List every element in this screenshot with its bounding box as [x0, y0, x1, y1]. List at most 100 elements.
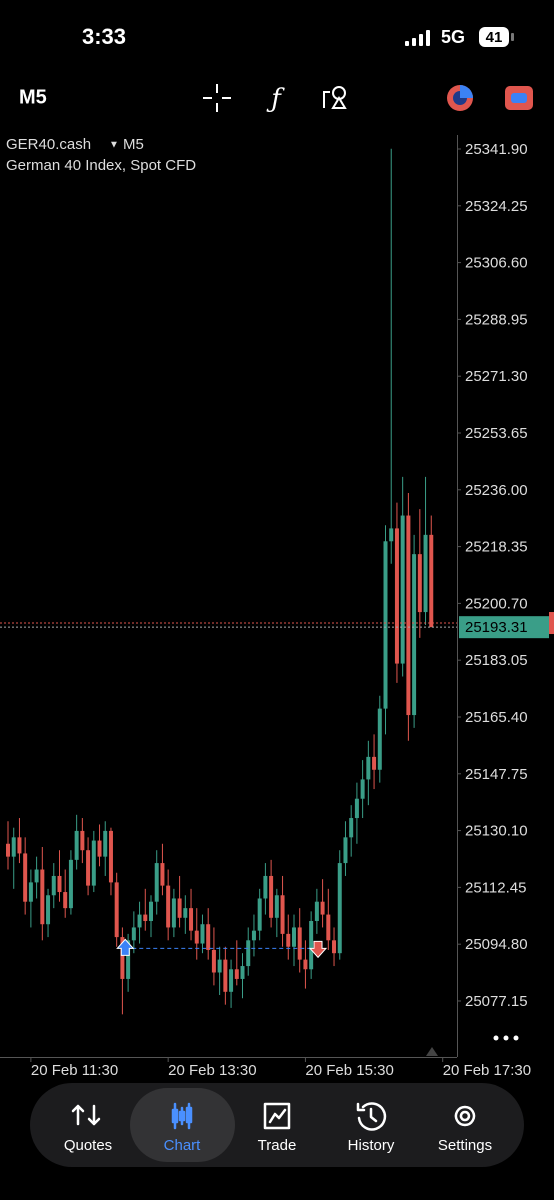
chart-description: German 40 Index, Spot CFD — [6, 157, 196, 174]
candle-body — [183, 908, 188, 918]
candle-body — [6, 843, 11, 857]
nav-bar — [30, 1083, 524, 1167]
candle-body — [103, 830, 108, 857]
candle-body — [234, 969, 239, 979]
chart-timeframe: M5 — [123, 136, 144, 153]
candle-body — [223, 959, 228, 992]
candle-body — [34, 869, 39, 883]
signal-icon — [405, 30, 430, 46]
status-time: 3:33 — [82, 24, 126, 49]
candle-body — [143, 914, 148, 922]
price-tag — [459, 616, 549, 639]
candle-body — [108, 830, 113, 883]
candle-body — [326, 914, 331, 941]
candle-body — [412, 554, 417, 716]
candle-body — [17, 837, 22, 854]
chart-symbol[interactable]: GER40.cash — [6, 136, 91, 153]
candle-body — [297, 927, 302, 960]
candle-body — [23, 853, 28, 902]
nav-item[interactable]: Quotes — [64, 1104, 112, 1154]
candle-body — [80, 830, 85, 851]
battery-tip — [511, 33, 514, 41]
nav-label: Trade — [258, 1137, 297, 1154]
indicators-button[interactable]: ƒ — [266, 84, 285, 114]
candle-body — [286, 933, 291, 947]
more-menu[interactable] — [493, 1035, 519, 1041]
candle-body — [309, 921, 314, 970]
candle-body — [126, 940, 131, 979]
candle-body — [274, 895, 279, 918]
scroll-marker[interactable] — [426, 1047, 438, 1056]
candle-body — [417, 554, 422, 613]
candle-body — [257, 898, 262, 931]
candle-body — [251, 930, 256, 941]
candle-body — [314, 901, 319, 922]
sell-marker[interactable] — [308, 940, 328, 959]
x-tick-label: 20 Feb 17:30 — [443, 1062, 531, 1079]
account-button[interactable] — [505, 86, 533, 110]
nav-icon — [171, 1102, 193, 1130]
timeframe-button[interactable]: M5 — [19, 86, 47, 108]
candle-body — [74, 830, 79, 860]
y-tick-label: 25324.25 — [465, 198, 528, 215]
candle-body — [406, 515, 411, 716]
nav-item[interactable]: History — [348, 1102, 395, 1154]
candle-body — [246, 940, 251, 967]
nav-label: Quotes — [64, 1137, 112, 1154]
candle-body — [51, 875, 56, 896]
candle-body — [349, 818, 354, 838]
nav-item[interactable]: Chart — [164, 1102, 202, 1154]
battery-icon — [479, 27, 509, 47]
candle-body — [291, 927, 296, 947]
candle-body — [303, 959, 308, 970]
ask-tag — [549, 612, 554, 635]
nav-label: History — [348, 1137, 395, 1154]
y-tick-label: 25271.30 — [465, 368, 528, 385]
candle-body — [206, 924, 211, 950]
y-tick-label: 25183.05 — [465, 652, 528, 669]
candle-body — [200, 924, 205, 944]
y-tick-label: 25306.60 — [465, 255, 528, 272]
y-tick-label: 25165.40 — [465, 709, 528, 726]
candle-body — [263, 875, 268, 899]
candle-body — [131, 927, 136, 941]
y-tick-label: 25200.70 — [465, 595, 528, 612]
candle-body — [280, 895, 285, 934]
y-tick-label: 25341.90 — [465, 141, 528, 158]
objects-button[interactable] — [323, 86, 347, 109]
nav-item[interactable]: Trade — [258, 1102, 297, 1154]
battery-level: 41 — [486, 29, 503, 46]
y-tick-label: 25288.95 — [465, 311, 528, 328]
candle-body — [377, 708, 382, 770]
candle-body — [372, 756, 377, 770]
x-tick-label: 20 Feb 15:30 — [305, 1062, 393, 1079]
buy-marker[interactable] — [116, 938, 135, 956]
trading-button[interactable] — [447, 85, 473, 111]
candle-body — [332, 940, 337, 954]
y-tick-label: 25094.80 — [465, 936, 528, 953]
candle-body — [86, 850, 91, 886]
candle-body — [154, 863, 159, 902]
y-tick-label: 25077.15 — [465, 993, 528, 1010]
nav-label: Settings — [438, 1137, 492, 1154]
x-tick-label: 20 Feb 13:30 — [168, 1062, 256, 1079]
candle-body — [166, 885, 171, 928]
candle-body — [194, 930, 199, 944]
candle-body — [97, 840, 102, 857]
symbol-dropdown[interactable]: ▼ — [109, 140, 119, 151]
candle-body — [240, 966, 245, 979]
crosshair-button[interactable] — [203, 84, 231, 112]
y-tick-label: 25236.00 — [465, 482, 528, 499]
candle-body — [229, 969, 234, 992]
candle-body — [343, 837, 348, 864]
candle-body — [40, 869, 45, 925]
price-tag-label: 25193.31 — [465, 619, 528, 636]
nav-item[interactable]: Settings — [438, 1105, 492, 1154]
candle-body — [160, 863, 165, 886]
candle-body — [337, 863, 342, 954]
nav-icon — [71, 1104, 101, 1126]
candle-body — [68, 859, 73, 909]
candle-body — [211, 949, 216, 973]
